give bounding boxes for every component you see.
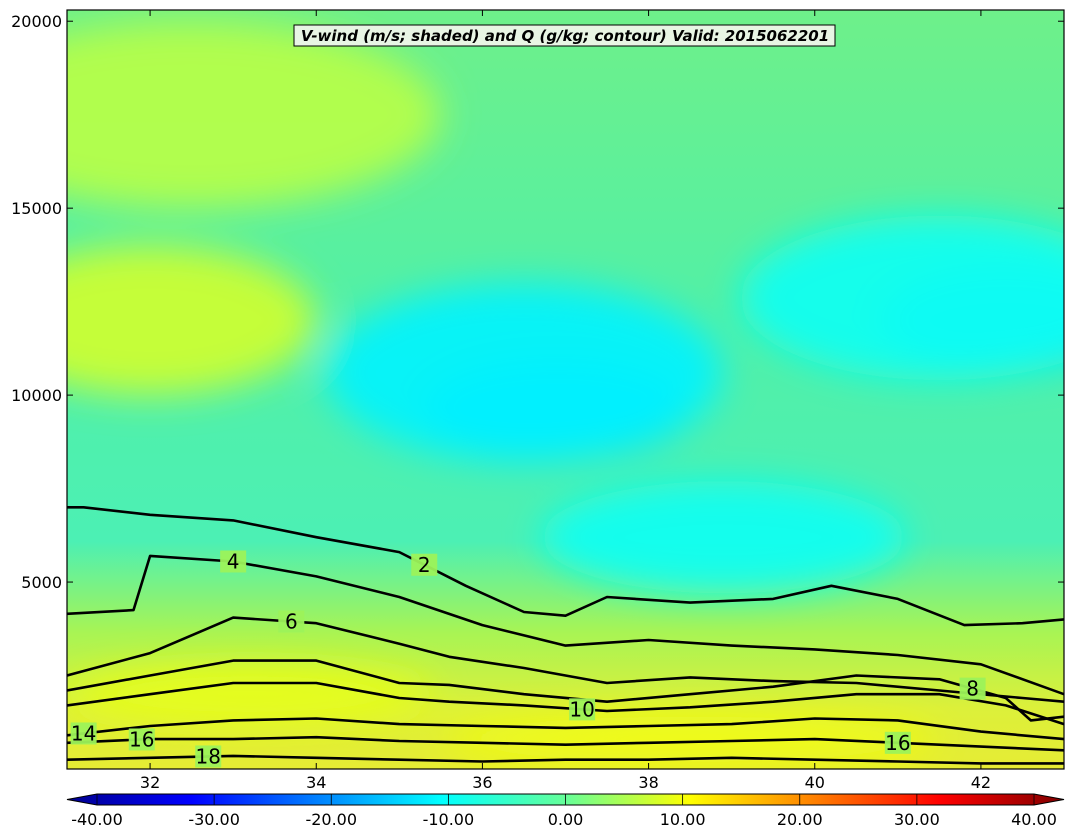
contour-label-6: 6: [285, 609, 298, 633]
chart-title-box: V-wind (m/s; shaded) and Q (g/kg; contou…: [293, 24, 836, 47]
contour-line-4: [67, 554, 1064, 696]
colorbar-tick-label: -10.00: [423, 810, 475, 829]
contour-label-18: 18: [196, 744, 221, 768]
contour-label-14: 14: [71, 721, 96, 745]
shaded-blob-4: [540, 481, 907, 594]
contour-label-bg: [959, 677, 986, 700]
plot-frame: [66, 9, 1065, 770]
contour-label-4: 4: [227, 549, 240, 573]
colorbar-tick-label: 40.00: [1011, 810, 1057, 829]
colorbar-tick-label: 20.00: [777, 810, 823, 829]
y-tick-label: 10000: [11, 386, 62, 405]
contour-line-18: [67, 754, 1064, 765]
contour-label-bg: [278, 610, 305, 633]
contour-label-bg: [884, 731, 911, 754]
title-background: [293, 24, 836, 47]
contour-lines: 2 4 6 8 10 14 16 18 16: [67, 505, 1064, 768]
shaded-blob-1: [324, 282, 724, 463]
shaded-field: [67, 21, 1064, 762]
contour-label-10: 10: [569, 697, 594, 721]
x-tick-label: 34: [306, 773, 326, 792]
x-tick-label: 36: [472, 773, 492, 792]
colorbar-tick-label: 0.00: [548, 810, 584, 829]
shaded-blob-3: [740, 215, 1064, 381]
contour-label-bg: [195, 745, 222, 768]
colorbar: -40.00 -30.00 -20.00 -10.00 0.00 10.00 20.00 30…: [66, 793, 1065, 829]
colorbar-tick-label: 10.00: [660, 810, 706, 829]
contour-line-10: [67, 681, 1064, 726]
y-tick-label: 5000: [21, 573, 62, 592]
colorbar-tick-label: -30.00: [188, 810, 240, 829]
x-tick-label: 32: [140, 773, 160, 792]
contour-label-bg: [569, 698, 596, 721]
contour-line-6: [67, 616, 1064, 703]
contour-label-16: 16: [129, 727, 154, 751]
y-tick-label: 15000: [11, 199, 62, 218]
x-tick-label: 42: [971, 773, 991, 792]
contour-label-8: 8: [966, 677, 979, 701]
shaded-blob-7: [67, 664, 433, 725]
shaded-blob-5: [67, 21, 441, 209]
y-axis: 5000 10000 15000 20000: [11, 12, 1064, 592]
contour-line-14: [67, 717, 1064, 741]
contour-label-bg: [128, 728, 155, 751]
contour-line-2: [67, 505, 1064, 627]
colorbar-tick-label: -20.00: [305, 810, 357, 829]
y-tick-label: 20000: [11, 12, 62, 31]
shaded-blob-6: [67, 245, 317, 396]
contour-label-16: 16: [885, 731, 910, 755]
contour-label-bg: [411, 553, 438, 576]
colorbar-tick-label: -40.00: [71, 810, 123, 829]
contour-label-bg: [220, 550, 247, 573]
colorbar-ticks: -40.00 -30.00 -20.00 -10.00 0.00 10.00 20.00 30…: [71, 794, 1057, 829]
contour-label-2: 2: [418, 553, 431, 577]
chart-title: V-wind (m/s; shaded) and Q (g/kg; contou…: [301, 27, 829, 45]
contour-label-bg: [70, 722, 97, 745]
x-tick-label: 38: [638, 773, 658, 792]
colorbar-tick-label: 30.00: [894, 810, 940, 829]
x-axis: 32 34 36 38 40 42: [140, 10, 991, 792]
shaded-blob-8: [440, 716, 940, 762]
plot-area: 2 4 6 8 10 14 16 18 16: [67, 10, 1064, 769]
x-tick-label: 40: [805, 773, 825, 792]
